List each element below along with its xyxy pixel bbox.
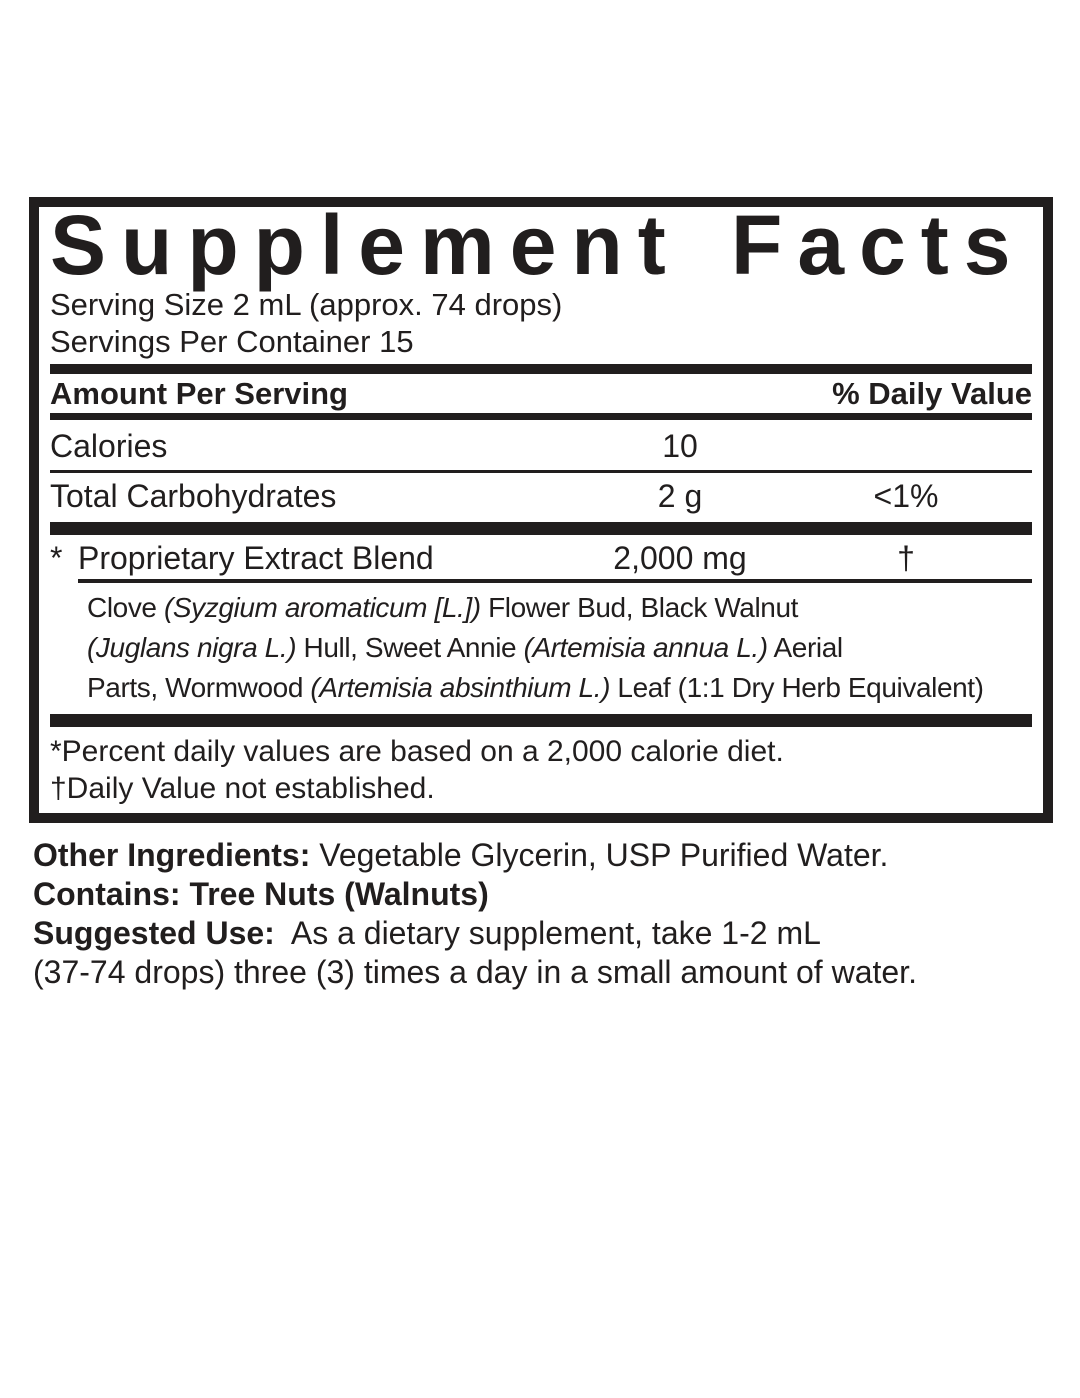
servings-per-container: Servings Per Container 15 bbox=[50, 324, 414, 359]
contains-statement: Contains: Tree Nuts (Walnuts) bbox=[33, 876, 489, 912]
table-row-calories: Calories 10 bbox=[50, 420, 1032, 470]
separator-hairline bbox=[78, 579, 1032, 583]
supplement-facts-panel: Supplement Facts Serving Size 2 mL (appr… bbox=[29, 197, 1053, 823]
asterisk-marker: * bbox=[50, 540, 63, 576]
blend-description: Clove (Syzgium aromaticum [L.]) Flower B… bbox=[87, 592, 984, 703]
separator-bar bbox=[50, 714, 1032, 727]
blend-amount: 2,000 mg bbox=[613, 540, 747, 576]
panel-title: Supplement Facts bbox=[50, 198, 1026, 292]
nutrient-amount: 2 g bbox=[657, 478, 703, 514]
separator-bar bbox=[50, 413, 1032, 420]
footnote-daily-value-not-established: †Daily Value not established. bbox=[50, 772, 435, 805]
separator-hairline bbox=[50, 470, 1032, 473]
nutrient-amount: 10 bbox=[662, 428, 698, 464]
separator-bar bbox=[50, 364, 1032, 374]
table-row-total-carbohydrates: Total Carbohydrates 2 g <1% bbox=[50, 473, 1032, 522]
footnote-percent-daily-value: *Percent daily values are based on a 2,0… bbox=[50, 735, 784, 768]
nutrient-name: Total Carbohydrates bbox=[50, 478, 337, 514]
serving-size: Serving Size 2 mL (approx. 74 drops) bbox=[50, 287, 563, 322]
other-info-section: Other Ingredients: Vegetable Glycerin, U… bbox=[33, 836, 1047, 992]
blend-name: Proprietary Extract Blend bbox=[78, 540, 434, 576]
footnotes: *Percent daily values are based on a 2,0… bbox=[50, 733, 1032, 807]
table-row-proprietary-blend: * Proprietary Extract Blend 2,000 mg † bbox=[50, 535, 1032, 579]
other-ingredients-statement: Other Ingredients: Vegetable Glycerin, U… bbox=[33, 837, 889, 873]
column-header-row: Amount Per Serving % Daily Value bbox=[50, 374, 1032, 413]
nutrient-name: Calories bbox=[50, 428, 168, 464]
nutrient-daily-value: <1% bbox=[873, 478, 939, 514]
separator-bar bbox=[50, 522, 1032, 535]
dagger-symbol: † bbox=[897, 540, 915, 576]
serving-info: Serving Size 2 mL (approx. 74 drops) Ser… bbox=[50, 286, 1032, 360]
suggested-use-statement: Suggested Use: As a dietary supplement, … bbox=[33, 915, 917, 990]
daily-value-header: % Daily Value bbox=[832, 376, 1032, 411]
amount-per-serving-header: Amount Per Serving bbox=[50, 376, 348, 411]
